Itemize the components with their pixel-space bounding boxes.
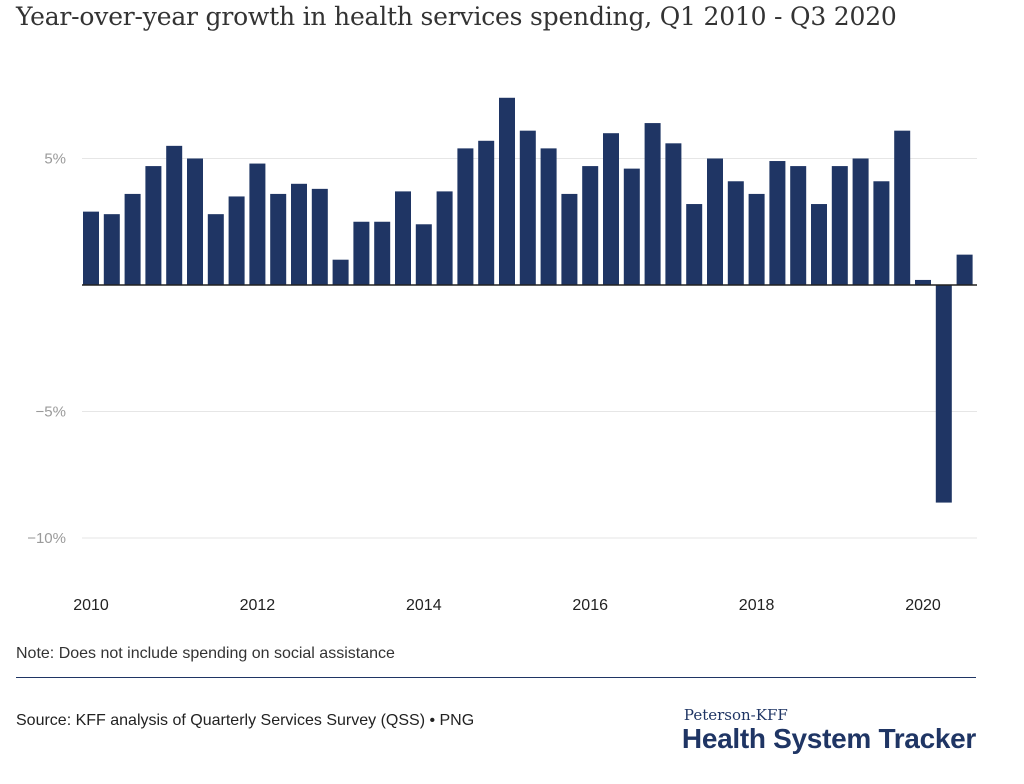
logo-subtitle: Peterson-KFF <box>683 706 788 724</box>
bar: Q1 2014: 2.4% <box>415 224 432 285</box>
bar: Q1 2013: 1% <box>332 259 349 285</box>
bar: Q4 2016: 6.4% <box>644 123 661 285</box>
x-tick-label: 2018 <box>739 597 775 614</box>
bar: Q2 2020: -8.6% <box>935 285 952 503</box>
bar: Q3 2011: 2.8% <box>207 214 224 285</box>
x-tick-label: 2014 <box>406 597 442 614</box>
axis-labels: 5% −5% −10% 2010 2012 2014 2016 2018 2020 <box>27 151 977 614</box>
bar: Q2 2011: 5% <box>187 158 203 285</box>
bar: Q3 2019: 4.1% <box>873 181 890 285</box>
bar: Q4 2011: 3.5% <box>228 196 245 285</box>
footer-divider <box>16 677 976 678</box>
bar: Q4 2015: 3.6% <box>561 193 578 285</box>
bar: Q1 2017: 5.6% <box>665 143 682 285</box>
bar: Q4 2014: 5.7% <box>478 140 495 285</box>
bar: Q3 2018: 4.7% <box>790 166 807 285</box>
bar: Q3 2012: 4% <box>291 183 307 285</box>
bar: Q3 2014: 5.4% <box>457 148 474 285</box>
x-tick-label: 2020 <box>905 597 941 614</box>
bar: Q2 2013: 2.5% <box>353 221 370 285</box>
bar: Q1 2015: 7.4% <box>499 97 515 285</box>
bar: Q4 2019: 6.1% <box>894 130 911 285</box>
bar: Q1 2018: 3.6% <box>748 193 765 285</box>
bar: Q2 2017: 3.2% <box>686 204 703 285</box>
x-tick-label: 2016 <box>572 597 608 614</box>
x-tick-label: 2010 <box>73 597 109 614</box>
bar: Q3 2017: 5% <box>707 158 723 285</box>
bar-chart: Q1 2010: 2.9%Q2 2010: 2.8%Q3 2010: 3.6%Q… <box>27 97 977 614</box>
bar: Q3 2013: 2.5% <box>374 221 391 285</box>
chart-source: Source: KFF analysis of Quarterly Servic… <box>16 712 475 729</box>
bar: Q2 2016: 6% <box>603 133 619 285</box>
chart-title: Year-over-year growth in health services… <box>16 2 897 31</box>
bar: Q1 2020: 0.2% <box>915 279 931 285</box>
bar: Q2 2010: 2.8% <box>103 214 120 285</box>
health-system-tracker-logo: Peterson-KFF Health System Tracker <box>682 706 976 754</box>
bar: Q2 2012: 3.6% <box>270 193 287 285</box>
bar: Q2 2015: 6.1% <box>519 130 536 285</box>
bar: Q4 2010: 4.7% <box>145 166 162 285</box>
bar: Q4 2013: 3.7% <box>395 191 411 285</box>
bar: Q3 2015: 5.4% <box>540 148 557 285</box>
y-tick-label: 5% <box>44 151 66 168</box>
bar: Q3 2010: 3.6% <box>124 193 141 285</box>
bar: Q2 2019: 5% <box>852 158 869 285</box>
logo-title: Health System Tracker <box>681 723 976 754</box>
x-tick-label: 2012 <box>240 597 276 614</box>
bar: Q4 2018: 3.2% <box>811 204 827 285</box>
bars: Q1 2010: 2.9%Q2 2010: 2.8%Q3 2010: 3.6%Q… <box>83 97 973 503</box>
bar: Q1 2016: 4.7% <box>582 166 599 285</box>
bar: Q3 2020: 1.2% <box>956 254 973 285</box>
bar: Q2 2014: 3.7% <box>436 191 453 285</box>
y-tick-label: −5% <box>36 404 66 421</box>
bar: Q1 2012: 4.8% <box>249 163 266 285</box>
y-tick-label: −10% <box>27 530 66 547</box>
bar: Q1 2011: 5.5% <box>166 145 183 285</box>
bar: Q4 2012: 3.8% <box>311 188 328 285</box>
chart-note: Note: Does not include spending on socia… <box>16 645 395 662</box>
bar: Q1 2010: 2.9% <box>83 211 99 285</box>
bar: Q2 2018: 4.9% <box>769 161 786 285</box>
bar: Q3 2016: 4.6% <box>623 168 640 285</box>
bar: Q1 2019: 4.7% <box>831 166 848 285</box>
bar: Q4 2017: 4.1% <box>727 181 744 285</box>
